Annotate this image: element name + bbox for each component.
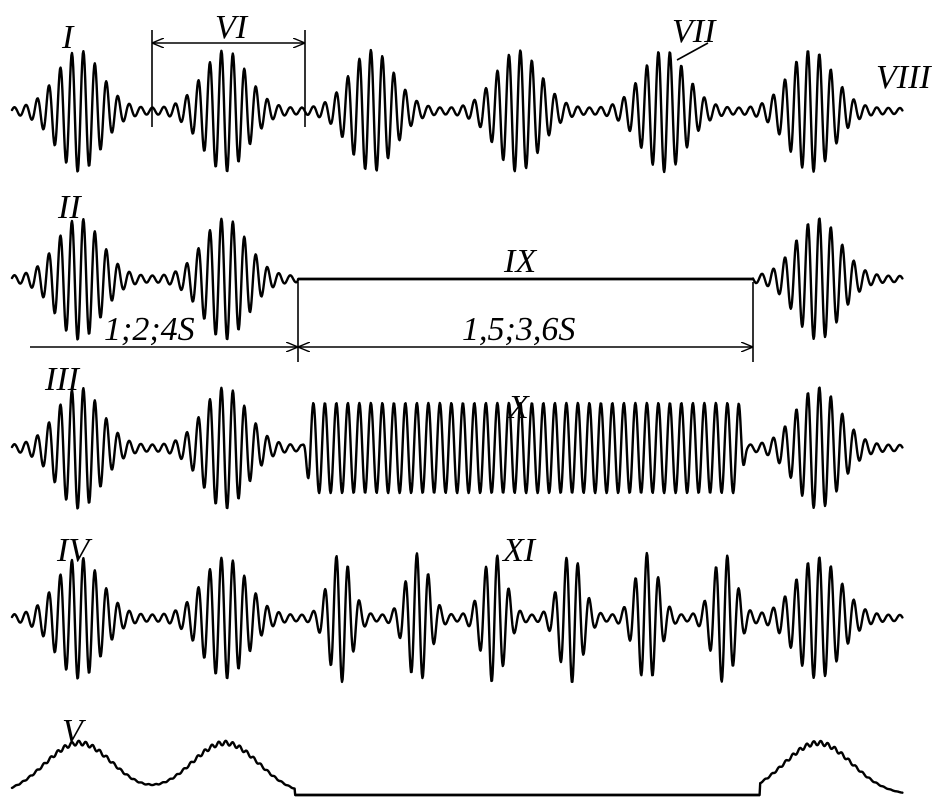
left-interval-label: 1;2;4S (104, 311, 195, 348)
pointer-leader-line (676, 42, 709, 61)
pause-label: IX (503, 243, 537, 280)
continuous-label: X (506, 389, 530, 426)
end-label: VIII (876, 59, 932, 96)
period-label: VI (215, 9, 249, 46)
waveform-row-4 (10, 551, 904, 684)
envelope-row-5 (10, 739, 904, 797)
row-label-1: I (61, 19, 75, 56)
waveform-row-3 (10, 386, 904, 510)
modulated-label: XI (501, 532, 537, 569)
right-interval-label: 1,5;3,6S (462, 311, 575, 348)
waveform-row-1 (10, 48, 904, 174)
row-label-3: III (44, 361, 81, 398)
row-label-4: IV (56, 532, 93, 569)
row-label-2: II (57, 189, 82, 226)
pointer-label: VII (672, 13, 717, 50)
